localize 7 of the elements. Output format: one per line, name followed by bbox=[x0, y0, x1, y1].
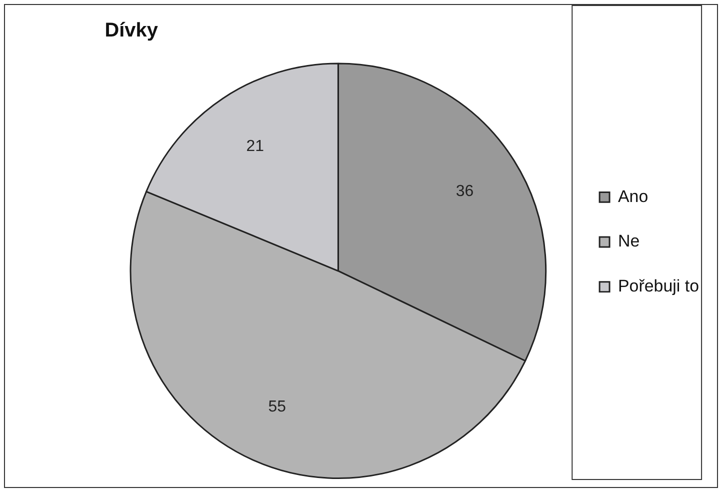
legend-label: Ne bbox=[618, 232, 640, 251]
data-label: 36 bbox=[456, 182, 474, 200]
data-label: 21 bbox=[246, 138, 264, 156]
legend-label: Pořebuji to bbox=[618, 276, 700, 296]
legend-label: Ano bbox=[618, 186, 648, 206]
chart-title: Dívky bbox=[104, 19, 158, 42]
data-label: 55 bbox=[268, 398, 286, 416]
